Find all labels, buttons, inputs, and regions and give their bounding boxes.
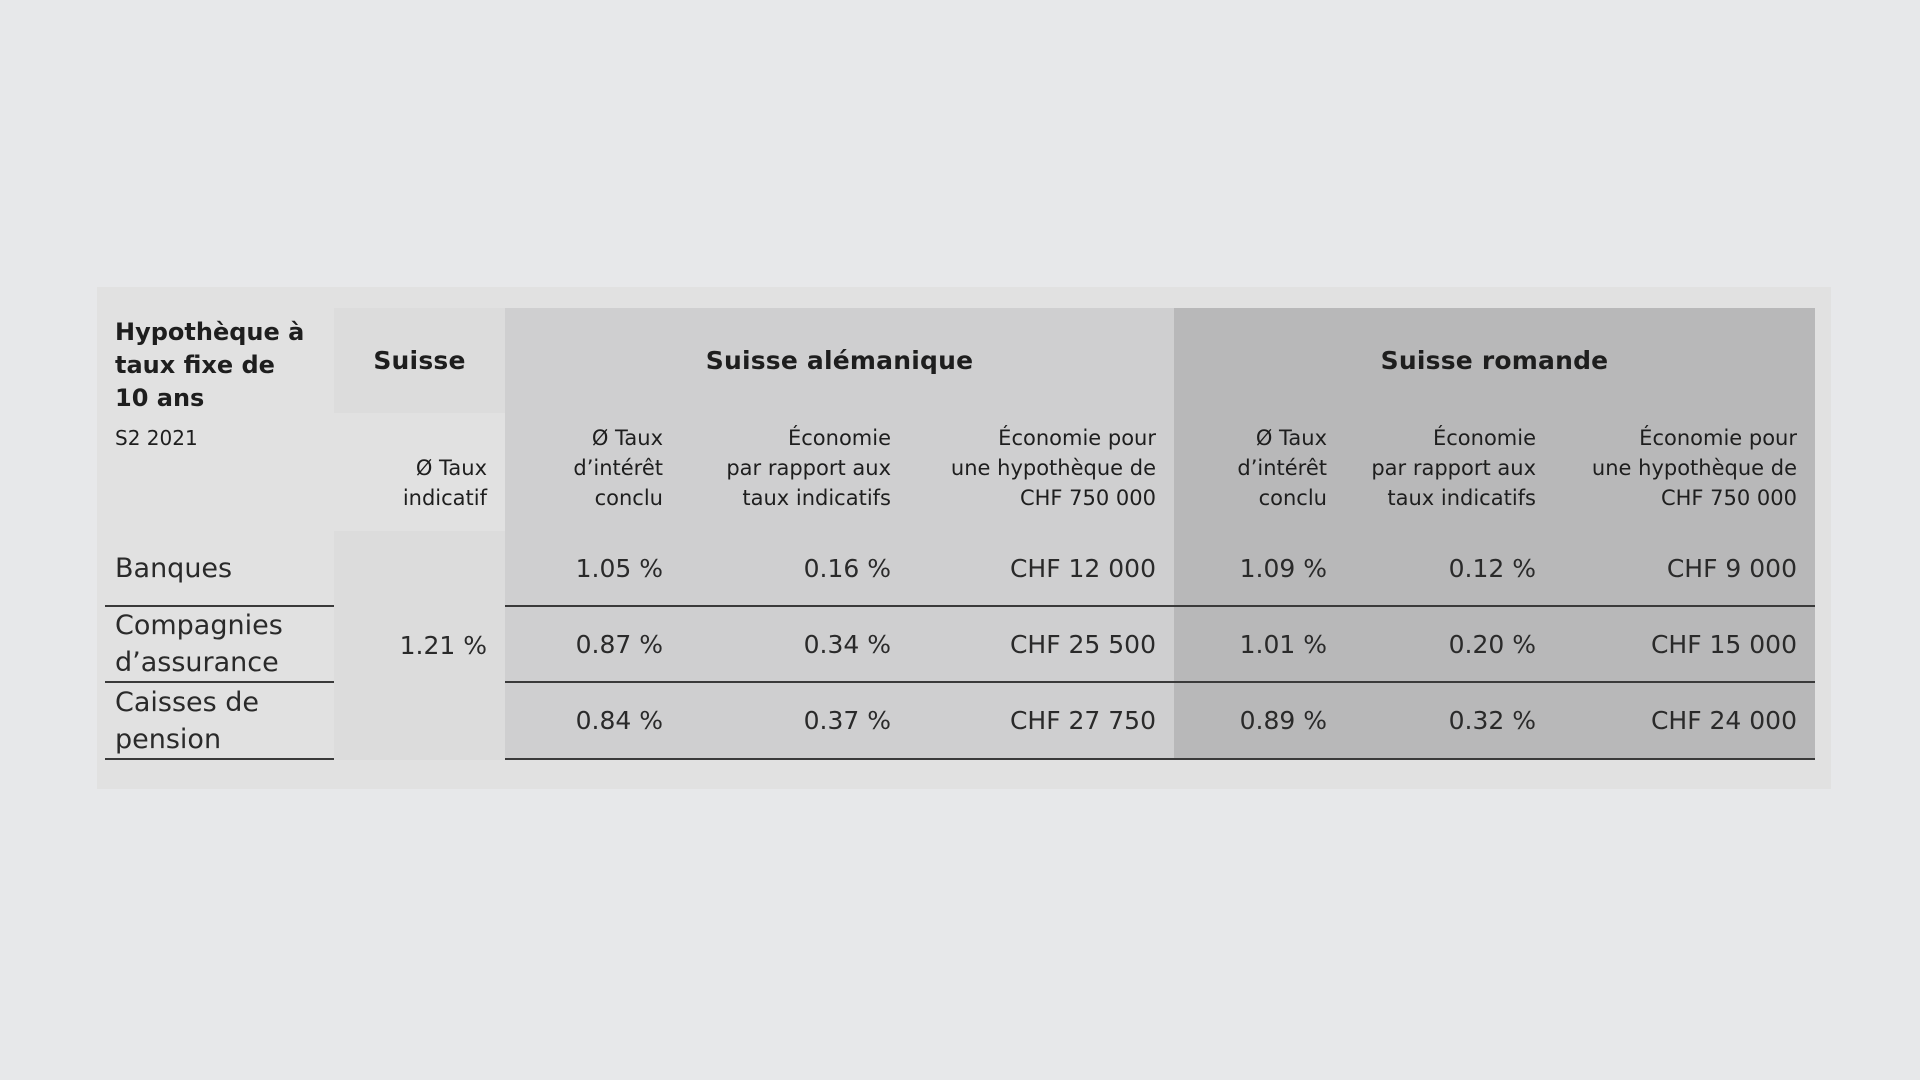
table-cell: CHF 24 000 <box>1554 683 1815 760</box>
subheader-ale-saving-chf: Économie pour une hypothèque de CHF 750 … <box>909 413 1174 531</box>
group-header-suisse-romande: Suisse romande <box>1174 308 1815 413</box>
table-cell: CHF 27 750 <box>909 683 1174 760</box>
table-cell: 0.12 % <box>1345 531 1554 607</box>
subheader-rom-rate: Ø Taux d’intérêt conclu <box>1174 413 1345 531</box>
subheader-rom-saving: Économie par rapport aux taux indicatifs <box>1345 413 1554 531</box>
table-panel: Hypothèque à taux fixe de 10 ans Suisse … <box>97 287 1831 789</box>
table-cell: CHF 9 000 <box>1554 531 1815 607</box>
table-cell: 0.34 % <box>681 607 909 683</box>
table-cell: 0.16 % <box>681 531 909 607</box>
table-cell: 0.87 % <box>505 607 681 683</box>
subheader-ale-saving: Économie par rapport aux taux indicatifs <box>681 413 909 531</box>
row-label-compagnies-assurance: Compagnies d’assurance <box>105 607 334 683</box>
subheader-rom-saving-chf: Économie pour une hypothèque de CHF 750 … <box>1554 413 1815 531</box>
table-cell: CHF 12 000 <box>909 531 1174 607</box>
row-label-caisses-pension: Caisses de pension <box>105 683 334 760</box>
suisse-indicative-rate: 1.21 % <box>334 531 505 760</box>
table-cell: CHF 25 500 <box>909 607 1174 683</box>
table-cell: 0.20 % <box>1345 607 1554 683</box>
table-cell: 1.09 % <box>1174 531 1345 607</box>
table-title: Hypothèque à taux fixe de 10 ans <box>115 318 305 412</box>
table-cell: 0.84 % <box>505 683 681 760</box>
subheader-suisse-rate: Ø Taux indicatif <box>402 456 487 510</box>
table-cell: 0.89 % <box>1174 683 1345 760</box>
table-cell: 1.05 % <box>505 531 681 607</box>
group-header-suisse: Suisse <box>334 308 505 413</box>
table-cell: CHF 15 000 <box>1554 607 1815 683</box>
table-cell: 0.32 % <box>1345 683 1554 760</box>
mortgage-table: Hypothèque à taux fixe de 10 ans Suisse … <box>105 308 1815 760</box>
row-label-banques: Banques <box>105 531 334 607</box>
table-cell: 0.37 % <box>681 683 909 760</box>
table-cell: 1.01 % <box>1174 607 1345 683</box>
subheader-ale-rate: Ø Taux d’intérêt conclu <box>505 413 681 531</box>
group-header-suisse-alemanique: Suisse alémanique <box>505 308 1174 413</box>
table-subtitle: S2 2021 <box>115 426 198 450</box>
